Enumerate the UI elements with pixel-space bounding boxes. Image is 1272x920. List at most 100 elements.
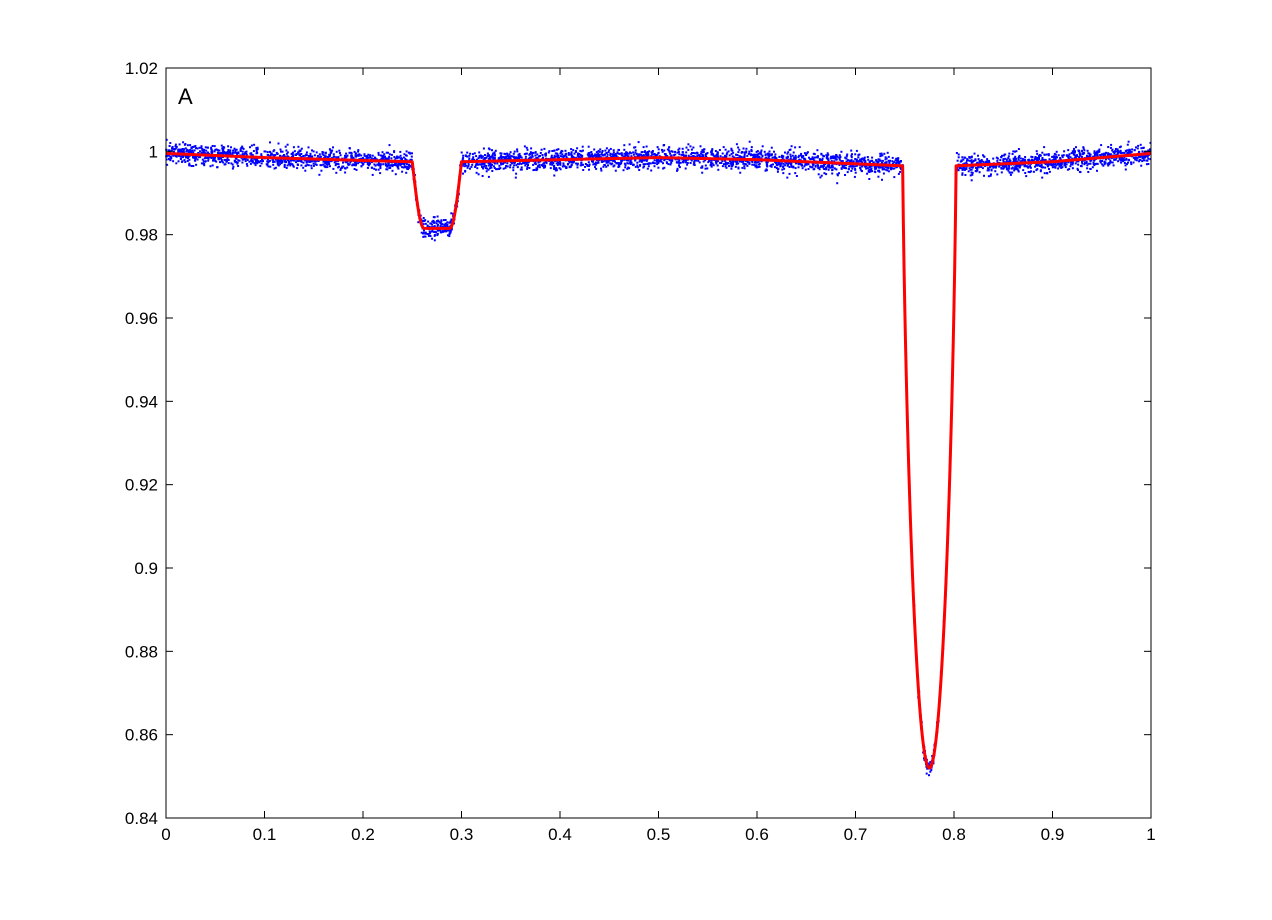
observation-point xyxy=(619,163,621,166)
observation-point xyxy=(724,165,727,168)
observation-point xyxy=(341,165,344,168)
observation-point xyxy=(872,161,875,164)
observation-point xyxy=(987,168,990,171)
observation-point xyxy=(175,162,178,165)
observation-point xyxy=(224,163,227,166)
observation-point xyxy=(1018,165,1021,168)
observation-point xyxy=(1058,165,1061,168)
observation-point xyxy=(559,168,562,171)
observation-point xyxy=(635,152,638,155)
observation-point xyxy=(1099,160,1102,163)
observation-point xyxy=(748,162,751,165)
observation-point xyxy=(632,151,635,154)
observation-point xyxy=(448,235,451,238)
observation-point xyxy=(560,149,563,152)
observation-point xyxy=(743,151,746,154)
observation-point xyxy=(811,166,814,169)
observation-point xyxy=(310,167,313,170)
observation-point xyxy=(663,166,666,169)
observation-point xyxy=(169,155,172,158)
observation-point xyxy=(612,149,615,152)
observation-point xyxy=(255,150,258,153)
observation-point xyxy=(895,162,898,165)
observation-point xyxy=(1145,163,1148,166)
observation-point xyxy=(242,147,245,150)
observation-point xyxy=(1071,162,1074,165)
observation-point xyxy=(689,145,692,148)
observation-point xyxy=(988,159,990,162)
observation-point xyxy=(824,168,827,171)
observation-point xyxy=(388,166,391,169)
observation-point xyxy=(559,163,562,166)
observation-point xyxy=(754,153,757,156)
observation-point xyxy=(468,157,471,160)
observation-point xyxy=(1051,166,1054,169)
observation-point xyxy=(556,164,559,166)
observation-point xyxy=(1147,149,1150,152)
observation-point xyxy=(503,152,506,155)
observation-point xyxy=(855,164,858,167)
observation-point xyxy=(465,164,468,167)
observation-point xyxy=(518,152,521,155)
observation-point xyxy=(980,159,983,161)
observation-point xyxy=(232,149,235,152)
observation-point xyxy=(673,154,676,157)
observation-point xyxy=(401,170,404,173)
observation-point xyxy=(983,155,986,158)
observation-point xyxy=(482,158,485,161)
observation-point xyxy=(218,149,221,152)
observation-point xyxy=(580,164,583,167)
observation-point xyxy=(656,158,658,161)
observation-point xyxy=(213,156,216,159)
observation-point xyxy=(725,166,728,169)
observation-point xyxy=(823,172,826,175)
observation-point xyxy=(591,153,593,156)
observation-point xyxy=(797,166,800,169)
observation-point xyxy=(693,161,696,164)
observation-point xyxy=(295,154,297,156)
observation-point xyxy=(464,169,467,172)
observation-point xyxy=(391,165,394,168)
observation-point xyxy=(892,162,894,165)
observation-point xyxy=(206,151,209,154)
observation-point xyxy=(676,167,679,170)
observation-point xyxy=(487,157,490,160)
observation-point xyxy=(561,153,564,156)
observation-point xyxy=(970,156,973,159)
observation-point xyxy=(1012,150,1015,153)
observation-point xyxy=(678,166,681,169)
observation-point xyxy=(977,166,980,169)
observation-point xyxy=(839,156,842,159)
observation-point xyxy=(685,151,688,154)
observation-point xyxy=(764,157,767,160)
observation-point xyxy=(740,151,743,154)
observation-point xyxy=(616,152,619,154)
observation-point xyxy=(820,164,823,167)
observation-point xyxy=(1093,159,1096,162)
observation-point xyxy=(678,164,680,167)
observation-point xyxy=(597,154,600,157)
observation-point xyxy=(1126,163,1128,166)
observation-point xyxy=(613,164,616,167)
observation-point xyxy=(274,154,277,156)
observation-point xyxy=(353,168,356,170)
observation-point xyxy=(482,161,485,164)
observation-point xyxy=(182,156,184,158)
observation-point xyxy=(754,165,757,168)
observation-point xyxy=(1046,172,1049,175)
observation-point xyxy=(854,171,857,174)
y-tick-label: 0.84 xyxy=(125,809,158,828)
observation-point xyxy=(1124,149,1127,152)
x-tick-label: 0.8 xyxy=(942,825,966,844)
observation-point xyxy=(218,152,221,155)
observation-point xyxy=(831,172,834,175)
observation-point xyxy=(629,161,632,164)
observation-point xyxy=(992,166,995,169)
observation-point xyxy=(1147,157,1150,160)
observation-point xyxy=(784,164,787,167)
observation-point xyxy=(754,161,756,164)
observation-point xyxy=(285,149,288,152)
observation-point xyxy=(704,164,707,167)
observation-point xyxy=(446,221,449,224)
observation-point xyxy=(435,222,438,225)
